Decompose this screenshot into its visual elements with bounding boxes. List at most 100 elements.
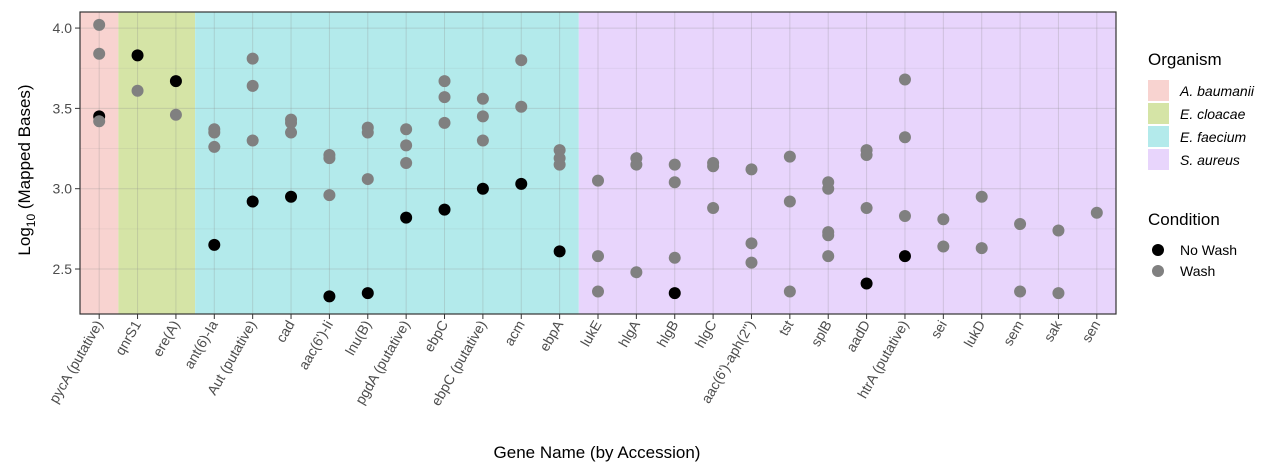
point-wash bbox=[898, 73, 911, 86]
organism-band bbox=[578, 12, 1116, 314]
legend-condition-label: Wash bbox=[1180, 263, 1215, 279]
x-tick-label: sem bbox=[1000, 318, 1027, 349]
point-no-wash bbox=[476, 182, 489, 195]
point-wash bbox=[630, 158, 643, 171]
point-wash bbox=[822, 182, 835, 195]
point-no-wash bbox=[131, 49, 144, 62]
point-wash bbox=[745, 237, 758, 250]
point-wash bbox=[668, 251, 681, 264]
legend-condition-label: No Wash bbox=[1180, 242, 1237, 258]
point-wash bbox=[515, 100, 528, 113]
x-tick-label: cad bbox=[272, 318, 297, 346]
point-wash bbox=[476, 92, 489, 105]
legend-condition-swatch bbox=[1152, 265, 1164, 277]
point-wash bbox=[438, 91, 451, 104]
point-wash bbox=[1090, 206, 1103, 219]
x-tick-label: aac(6')-Ii bbox=[295, 318, 336, 373]
point-wash bbox=[1052, 287, 1065, 300]
point-no-wash bbox=[668, 287, 681, 300]
x-tick-label: ere(A) bbox=[149, 318, 182, 360]
legend-organism-swatch bbox=[1148, 80, 1169, 101]
x-axis-title: Gene Name (by Accession) bbox=[494, 443, 701, 462]
point-wash bbox=[668, 176, 681, 189]
organism-band bbox=[80, 12, 119, 314]
y-tick-label: 2.5 bbox=[53, 261, 73, 277]
point-wash bbox=[592, 250, 604, 263]
point-wash bbox=[937, 213, 950, 226]
y-tick-label: 3.0 bbox=[53, 181, 73, 197]
y-tick-label: 3.5 bbox=[53, 100, 73, 116]
point-wash bbox=[553, 158, 566, 171]
point-no-wash bbox=[553, 245, 566, 258]
point-wash bbox=[361, 126, 374, 139]
x-tick-label: pycA (putative) bbox=[46, 318, 106, 406]
point-wash bbox=[668, 158, 681, 171]
point-wash bbox=[400, 123, 413, 136]
point-wash bbox=[476, 134, 489, 147]
point-wash bbox=[707, 160, 720, 173]
point-no-wash bbox=[898, 250, 911, 263]
point-wash bbox=[438, 116, 451, 129]
point-wash bbox=[400, 139, 413, 152]
point-wash bbox=[93, 47, 106, 60]
point-wash bbox=[208, 126, 221, 139]
point-wash bbox=[208, 140, 221, 153]
legend-condition: Condition No Wash Wash bbox=[1148, 210, 1237, 279]
x-tick-label: lnu(B) bbox=[342, 318, 375, 358]
x-tick-label: tst bbox=[775, 317, 796, 338]
point-no-wash bbox=[323, 290, 336, 303]
point-wash bbox=[438, 75, 451, 88]
organism-band bbox=[195, 12, 579, 314]
point-no-wash bbox=[361, 287, 374, 300]
point-wash bbox=[745, 256, 758, 269]
point-wash bbox=[169, 108, 182, 121]
point-wash bbox=[93, 18, 106, 31]
point-wash bbox=[93, 115, 106, 128]
y-axis-title: Log10 (Mapped Bases) bbox=[15, 84, 38, 255]
point-no-wash bbox=[246, 195, 259, 208]
organism-bands bbox=[80, 12, 1116, 314]
point-no-wash bbox=[400, 211, 413, 224]
point-wash bbox=[131, 84, 144, 97]
point-wash bbox=[246, 134, 259, 147]
point-no-wash bbox=[438, 203, 451, 216]
point-wash bbox=[745, 163, 758, 176]
legend-organism-swatch bbox=[1148, 103, 1169, 124]
legend-organism-label: E. faecium bbox=[1180, 129, 1246, 145]
point-wash bbox=[592, 285, 604, 298]
x-tick-label: ant(6)-Ia bbox=[181, 317, 221, 371]
point-no-wash bbox=[860, 277, 873, 290]
point-wash bbox=[246, 52, 259, 65]
point-wash bbox=[1014, 218, 1027, 231]
legend-organism-label: A. baumanii bbox=[1179, 83, 1255, 99]
y-axis-ticks: 2.5 3.0 3.5 4.0 bbox=[53, 20, 80, 277]
point-wash bbox=[898, 210, 911, 223]
point-wash bbox=[822, 229, 835, 242]
point-wash bbox=[860, 148, 873, 161]
x-tick-label: qnrS1 bbox=[112, 317, 145, 358]
legend-organism-label: S. aureus bbox=[1180, 152, 1240, 168]
legend-organism-title: Organism bbox=[1148, 50, 1222, 69]
legend-organism-swatch bbox=[1148, 126, 1169, 147]
point-wash bbox=[1052, 224, 1065, 237]
point-wash bbox=[285, 116, 298, 129]
point-wash bbox=[361, 173, 374, 186]
point-wash bbox=[515, 54, 528, 67]
point-wash bbox=[323, 189, 336, 202]
point-wash bbox=[592, 174, 604, 187]
point-no-wash bbox=[169, 75, 182, 88]
x-tick-label: aadD bbox=[843, 318, 874, 355]
point-wash bbox=[1014, 285, 1027, 298]
point-wash bbox=[630, 266, 643, 279]
organism-band bbox=[118, 12, 196, 314]
point-wash bbox=[898, 131, 911, 144]
y-tick-label: 4.0 bbox=[53, 20, 73, 36]
point-wash bbox=[937, 240, 950, 253]
x-tick-label: sei bbox=[927, 318, 950, 342]
legend-organism-swatch bbox=[1148, 149, 1169, 170]
point-wash bbox=[707, 201, 720, 214]
x-tick-label: acm bbox=[501, 318, 528, 349]
x-tick-label: sen bbox=[1078, 318, 1103, 346]
